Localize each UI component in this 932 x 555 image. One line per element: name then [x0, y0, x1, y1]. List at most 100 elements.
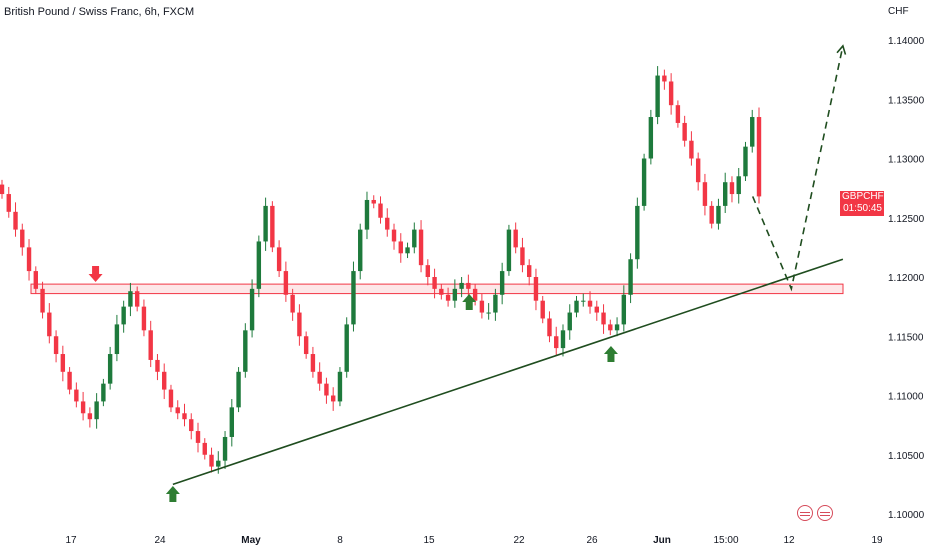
candle	[236, 367, 241, 413]
candle-body	[412, 229, 417, 248]
candle-body	[439, 288, 444, 295]
candle	[655, 66, 660, 125]
candle	[128, 282, 133, 317]
candle-body	[723, 182, 728, 206]
arrows-layer	[88, 266, 618, 502]
candle	[736, 167, 741, 204]
symbol-title: British Pound / Swiss Franc, 6h, FXCM	[4, 6, 195, 18]
candle	[574, 295, 579, 318]
y-tick-label: 1.11500	[888, 332, 924, 343]
candle-body	[560, 330, 566, 349]
candle	[6, 186, 11, 218]
candle-body	[168, 389, 174, 408]
candle	[351, 261, 356, 332]
candle	[668, 73, 674, 115]
candle	[547, 311, 552, 343]
event-badge-icon[interactable]	[817, 505, 833, 521]
candle	[297, 304, 302, 346]
candle	[0, 179, 5, 199]
candle-body	[513, 229, 518, 248]
candle-body	[635, 205, 640, 260]
candle-body	[756, 117, 762, 197]
candle-body	[358, 229, 363, 272]
candle	[256, 235, 262, 298]
candle-body	[317, 371, 322, 384]
candle-body	[398, 241, 403, 254]
x-tick-label: 15:00	[713, 535, 738, 546]
candle-body	[60, 354, 66, 372]
x-tick-label: 26	[586, 535, 598, 546]
indicator-badges	[797, 505, 833, 521]
candle	[324, 377, 329, 404]
candle	[452, 279, 458, 308]
y-tick-label: 1.12000	[888, 273, 925, 284]
y-tick-label: 1.10000	[888, 510, 925, 521]
candle	[378, 196, 383, 224]
candle	[439, 284, 444, 300]
candle-body	[668, 81, 674, 106]
candle-body	[344, 324, 349, 372]
candle-body	[567, 312, 572, 331]
candle-body	[222, 436, 228, 461]
candle	[87, 407, 93, 428]
candle-body	[74, 389, 79, 402]
candle-body	[675, 105, 681, 123]
candle-body	[162, 371, 167, 390]
candle-body	[520, 247, 525, 266]
candle	[648, 109, 654, 165]
candle-body	[614, 324, 620, 331]
price-tag-symbol: GBPCHF	[842, 191, 884, 202]
candle	[94, 393, 99, 429]
y-tick-label: 1.12500	[888, 214, 925, 225]
candle-body	[574, 300, 579, 313]
candle	[526, 259, 532, 286]
x-tick-label: 19	[871, 535, 883, 546]
candle	[114, 314, 120, 362]
candle-body	[324, 383, 329, 396]
candle-body	[702, 182, 708, 206]
candle	[13, 202, 18, 237]
candle	[412, 222, 417, 254]
candle	[567, 304, 572, 340]
candle	[385, 208, 390, 237]
candle-body	[330, 395, 336, 402]
candle	[371, 195, 376, 209]
candle	[398, 233, 403, 263]
candle-body	[594, 306, 599, 313]
candle	[520, 237, 525, 273]
candle	[560, 324, 566, 357]
x-tick-label: 12	[783, 535, 795, 546]
y-tick-label: 1.13500	[888, 95, 925, 106]
candle-body	[655, 75, 660, 118]
candle	[432, 268, 437, 299]
x-tick-label: 22	[513, 535, 525, 546]
candle	[716, 198, 721, 230]
candle	[493, 288, 498, 321]
y-axis: 1.14000 1.13500 1.13000 1.12500 1.12000 1.115…	[888, 36, 925, 521]
candle	[445, 287, 451, 307]
candle	[20, 223, 25, 256]
candle-body	[67, 371, 72, 390]
x-tick-label: 8	[337, 535, 343, 546]
candle-body	[385, 217, 390, 230]
candle	[750, 109, 755, 153]
candle-body	[236, 371, 241, 408]
candle-body	[155, 359, 160, 372]
candle	[702, 173, 708, 216]
candle	[594, 300, 599, 321]
candle	[621, 285, 627, 332]
candle-body	[141, 306, 147, 331]
candle	[344, 317, 349, 378]
candle	[303, 331, 309, 359]
candle	[662, 69, 667, 90]
candle	[743, 141, 748, 182]
candle-body	[662, 75, 667, 82]
event-badge-icon[interactable]	[797, 505, 813, 521]
candle-body	[499, 271, 505, 295]
candle-body	[40, 288, 45, 313]
candle	[175, 400, 180, 420]
candle-body	[351, 271, 356, 325]
candle-body	[371, 199, 376, 204]
